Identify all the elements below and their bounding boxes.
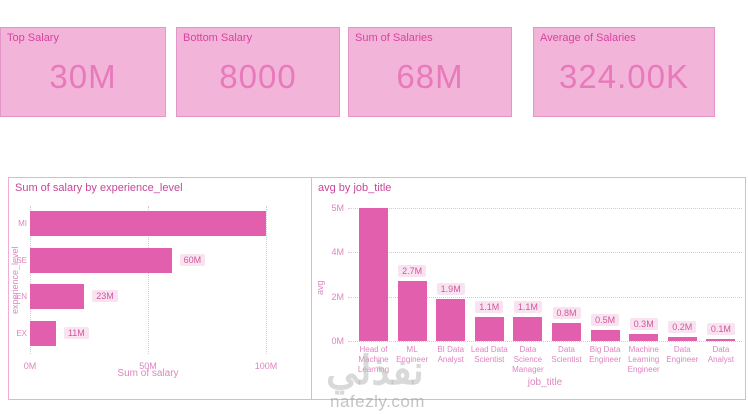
bar-se[interactable]: [30, 247, 172, 273]
bar-head-of-machine-learning[interactable]: [359, 208, 388, 341]
x-axis-category-label: Big Data Engineer: [589, 345, 622, 364]
kpi-card-bottom-salary: Bottom Salary 8000: [176, 27, 340, 117]
bar-data-science-manager[interactable]: [513, 316, 543, 341]
bar-ml-engineer[interactable]: [397, 281, 427, 341]
gridline: [148, 206, 149, 354]
bar-en[interactable]: [30, 284, 85, 310]
chart-title: Sum of salary by experience_level: [15, 182, 183, 194]
data-label: 0.1M: [706, 322, 735, 335]
watermark-site-url: nafezly.com: [330, 392, 425, 411]
gridline: [266, 206, 267, 354]
y-axis-tick-label: 2M: [331, 291, 344, 302]
x-axis-category-label: Data Scientist: [551, 345, 582, 364]
bar-chart-salary-by-experience: Sum of salary by experience_level experi…: [9, 178, 311, 399]
gridline: [348, 296, 742, 298]
data-label: 2.7M: [398, 265, 427, 278]
bar-bi-data-analyst[interactable]: [436, 298, 466, 341]
chart-title: avg by job_title: [318, 182, 392, 194]
y-axis-category-label: EX: [16, 329, 27, 339]
bar-chart-avg-by-job-title: avg by job_title avg 2.7M 1.9M 1.1M 1.1M 0.8…: [312, 178, 746, 399]
x-axis-category-label: Data Engineer: [666, 345, 699, 364]
data-label: 0.8M: [552, 307, 581, 320]
bar-ex[interactable]: [30, 321, 56, 347]
kpi-card-title: Bottom Salary: [183, 32, 253, 44]
y-axis-tick-label: 4M: [331, 247, 344, 258]
bar-mi[interactable]: [30, 211, 266, 236]
x-axis-tick-label: 0M: [23, 361, 37, 371]
x-axis-title: job_title: [527, 377, 563, 388]
x-axis-tick-label: 50M: [139, 361, 157, 371]
kpi-card-title: Top Salary: [7, 32, 59, 44]
data-label: 23M: [92, 290, 118, 303]
kpi-card-value: 68M: [396, 58, 464, 95]
kpi-card-value: 8000: [219, 58, 297, 95]
plot-area: 2.7M 1.9M 1.1M 1.1M 0.8M 0.5M 0.3M 0.2M 0.1M: [348, 208, 742, 342]
y-axis-category-label: EN: [15, 292, 27, 302]
gridline: [348, 341, 742, 342]
kpi-card-value: 30M: [49, 58, 117, 95]
kpi-card-title: Average of Salaries: [540, 32, 636, 44]
x-axis-title: Sum of salary: [117, 368, 179, 379]
kpi-card-top-salary: Top Salary 30M: [0, 27, 166, 117]
bar-machine-learning-engineer[interactable]: [629, 334, 659, 341]
watermark-arabic: نفذلي: [326, 349, 424, 393]
y-axis-tick-label: 0M: [331, 336, 344, 346]
x-axis-category-label: BI Data Analyst: [437, 345, 465, 364]
kpi-card-average-of-salaries: Average of Salaries 324.00K: [533, 27, 715, 117]
data-label: 0.2M: [668, 320, 697, 333]
kpi-card-value: 324.00K: [559, 58, 689, 95]
bar-data-scientist[interactable]: [552, 323, 581, 341]
y-axis-title: avg: [315, 280, 325, 296]
data-label: 0.5M: [591, 313, 620, 326]
data-label: 60M: [179, 253, 206, 266]
x-axis-tick-label: 100M: [254, 361, 278, 371]
bar-lead-data-scientist[interactable]: [474, 316, 504, 341]
data-label: 0.3M: [629, 318, 658, 331]
data-label: 1.1M: [513, 300, 542, 313]
bar-data-engineer[interactable]: [667, 336, 697, 341]
x-axis-category-label: Machine Learning Engineer: [627, 345, 660, 374]
x-axis-category-label: Lead Data Scientist: [470, 345, 508, 364]
gridline: [30, 206, 31, 354]
y-axis-title: experience_level: [10, 246, 20, 315]
y-axis-category-label: MI: [18, 219, 27, 228]
plot-area: 0M 50M 100M MI SE 60M EN 23M EX 11M: [16, 206, 311, 371]
kpi-card-sum-of-salaries: Sum of Salaries 68M: [348, 27, 512, 117]
data-label: 11M: [63, 327, 89, 340]
pane-divider: [311, 178, 312, 399]
bar-big-data-engineer[interactable]: [590, 329, 620, 341]
x-axis-category-label: Data Science Manager: [512, 345, 544, 374]
x-axis-category-label: Head of Machine Learning: [357, 345, 390, 374]
bar-data-analyst[interactable]: [706, 338, 736, 341]
data-label: 1.1M: [475, 300, 504, 313]
kpi-card-title: Sum of Salaries: [355, 32, 433, 44]
charts-section: Sum of salary by experience_level experi…: [8, 177, 746, 400]
x-axis-category-label: ML Engineer: [396, 345, 429, 364]
gridline: [348, 252, 742, 254]
data-label: 1.9M: [436, 282, 465, 295]
y-axis-tick-label: 5M: [331, 203, 344, 213]
y-axis-category-label: SE: [16, 255, 27, 265]
gridline: [348, 208, 742, 209]
x-axis-category-label: Data Analyst: [707, 345, 734, 364]
